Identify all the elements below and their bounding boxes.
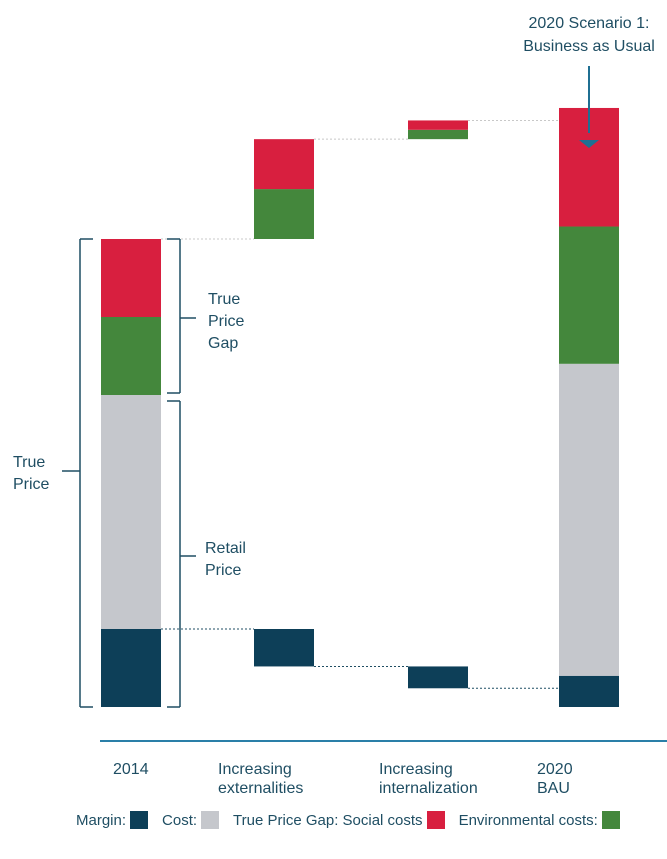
- bar-2020-margin: [559, 675, 619, 707]
- legend-swatch-margin: [130, 811, 149, 829]
- legend-item-environmental: Environmental costs:: [459, 811, 620, 829]
- bar-externalities-social: [254, 139, 314, 190]
- bar-2020-cost: [559, 363, 619, 676]
- category-label-2020-1: 2020: [537, 761, 573, 778]
- chart-legend: Margin: Cost: True Price Gap: Social cos…: [76, 808, 667, 832]
- bar-2014-social: [101, 239, 161, 317]
- category-label-internalization-2: internalization: [379, 780, 478, 797]
- legend-swatch-environmental: [601, 811, 620, 829]
- bar-internalization-environmental: [408, 129, 468, 140]
- legend-label-cost: Cost:: [162, 811, 198, 829]
- legend-label-margin: Margin:: [76, 811, 127, 829]
- legend-item-margin: Margin:: [76, 811, 149, 829]
- legend-label-environmental: Environmental costs:: [458, 811, 598, 829]
- bar-internalization-social: [408, 120, 468, 130]
- true-price-label-1: True: [13, 454, 45, 471]
- scenario-annotation-line1: 2020 Scenario 1:: [529, 15, 650, 32]
- bar-2014-environmental: [101, 317, 161, 395]
- true-price-gap-label-1: True: [208, 291, 240, 308]
- brackets-layer: [62, 238, 196, 708]
- category-label-externalities-2: externalities: [218, 780, 303, 797]
- scenario-annotation-line2: Business as Usual: [523, 38, 655, 55]
- legend-swatch-social: [426, 811, 445, 829]
- bars-layer: [101, 107, 619, 707]
- true-price-gap-label-2: Price: [208, 313, 245, 330]
- true-price-label-2: Price: [13, 476, 50, 493]
- category-label-externalities-1: Increasing: [218, 761, 292, 778]
- bar-2020-environmental: [559, 226, 619, 364]
- legend-item-social: True Price Gap: Social costs: [233, 811, 445, 829]
- scenario-arrow-head: [579, 140, 599, 148]
- bar-externalities-environmental: [254, 189, 314, 239]
- retail-price-label-2: Price: [205, 562, 242, 579]
- true-price-gap-label-3: Gap: [208, 335, 238, 352]
- retail-price-label-1: Retail: [205, 540, 246, 557]
- legend-item-cost: Cost:: [162, 811, 220, 829]
- category-label-2014: 2014: [113, 761, 149, 778]
- category-label-2020-2: BAU: [537, 780, 570, 797]
- connectors-layer: [161, 119, 559, 689]
- bar-2014-cost: [101, 395, 161, 629]
- bar-externalities-margin-change: [254, 629, 314, 667]
- legend-swatch-cost: [201, 811, 220, 829]
- category-label-internalization-1: Increasing: [379, 761, 453, 778]
- legend-label-social: True Price Gap: Social costs: [233, 811, 423, 829]
- bar-internalization-margin-change: [408, 666, 468, 689]
- bar-2014-margin: [101, 629, 161, 707]
